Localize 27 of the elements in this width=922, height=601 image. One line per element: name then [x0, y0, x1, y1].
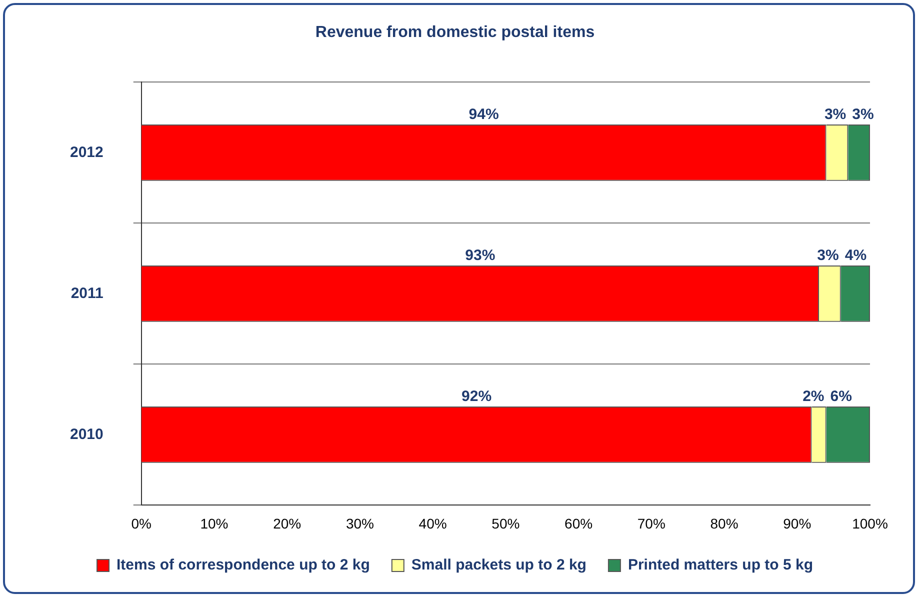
- x-tick-label: 50%: [492, 515, 520, 532]
- data-label: 92%: [462, 388, 492, 406]
- y-tick-label: 2010: [70, 426, 104, 443]
- y-tick-label: 2011: [70, 284, 104, 302]
- chart-title: Revenue from domestic postal items: [315, 24, 595, 42]
- data-label: 3%: [817, 247, 839, 264]
- y-tick-label: 2012: [70, 144, 104, 161]
- x-tick-label: 40%: [418, 515, 447, 532]
- data-label: 2%: [802, 388, 824, 406]
- data-label: 3%: [852, 106, 874, 124]
- x-tick-label: 30%: [346, 515, 374, 532]
- legend-label: Small packets up to 2 kg: [411, 556, 586, 574]
- data-label: 6%: [830, 388, 852, 406]
- x-tick-label: 20%: [273, 515, 302, 532]
- x-tick-label: 60%: [564, 515, 593, 532]
- x-tick-label: 0%: [131, 515, 152, 532]
- x-tick-label: 80%: [710, 515, 738, 532]
- data-label: 94%: [468, 106, 499, 124]
- x-tick-label: 100%: [852, 515, 888, 532]
- x-tick-label: 10%: [200, 515, 228, 532]
- x-tick-label: 90%: [783, 515, 812, 532]
- data-label: 3%: [824, 106, 846, 124]
- data-label: 93%: [465, 247, 496, 264]
- legend-label: Items of correspondence up to 2 kg: [116, 556, 370, 574]
- x-tick-label: 70%: [637, 515, 666, 532]
- legend-label: Printed matters up to 5 kg: [628, 556, 813, 574]
- data-label: 4%: [844, 247, 867, 264]
